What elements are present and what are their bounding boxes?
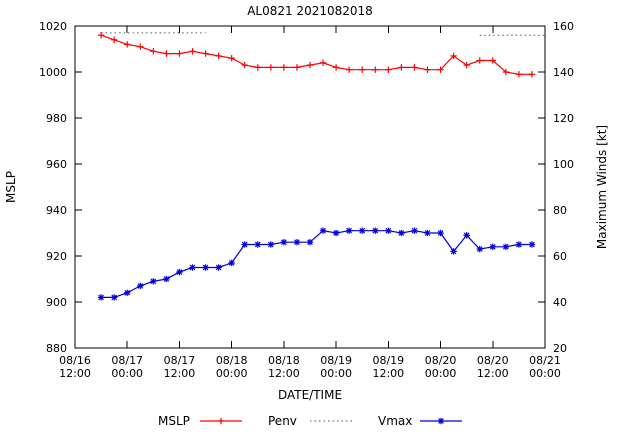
axes (74, 25, 546, 349)
x-tick-label-time: 00:00 (529, 367, 561, 380)
x-tick-label-time: 12:00 (59, 367, 91, 380)
x-tick-label-time: 12:00 (164, 367, 196, 380)
series-mslp (97, 32, 536, 78)
y-left-tick-label: 960 (46, 158, 67, 171)
x-tick-label-date: 08/20 (477, 354, 509, 367)
y-left-tick-label: 980 (46, 112, 67, 125)
x-tick-label-date: 08/19 (372, 354, 404, 367)
series-vmax (97, 227, 536, 301)
y-left-tick-label: 920 (46, 250, 67, 263)
y-right-tick-label: 100 (553, 158, 574, 171)
y-left-tick-label: 1000 (39, 66, 67, 79)
y-left-tick-label: 880 (46, 342, 67, 355)
x-tick-label-date: 08/21 (529, 354, 561, 367)
legend-sample-mslp (200, 417, 242, 425)
y-left-tick-label: 1020 (39, 20, 67, 33)
y-right-tick-label: 80 (553, 204, 567, 217)
y-axis-label-left: MSLP (4, 171, 18, 203)
y-right-tick-label: 140 (553, 66, 574, 79)
y-right-tick-label: 20 (553, 342, 567, 355)
x-tick-label-date: 08/17 (164, 354, 196, 367)
x-tick-label-date: 08/18 (216, 354, 248, 367)
chart-title: AL0821 2021082018 (247, 4, 373, 18)
legend: MSLP Penv Vmax (158, 414, 462, 428)
x-tick-label-date: 08/20 (425, 354, 457, 367)
series-penv (101, 32, 545, 36)
x-tick-label-date: 08/19 (320, 354, 352, 367)
x-tick-label-date: 08/17 (111, 354, 143, 367)
x-axis-label: DATE/TIME (278, 388, 342, 402)
y-right-tick-label: 120 (553, 112, 574, 125)
legend-label-vmax: Vmax (378, 414, 412, 428)
y-axis-label-right: Maximum Winds [kt] (595, 125, 609, 249)
y-left-tick-label: 940 (46, 204, 67, 217)
x-tick-label-time: 12:00 (268, 367, 300, 380)
legend-sample-vmax (420, 417, 462, 425)
x-tick-label-time: 00:00 (216, 367, 248, 380)
y-right-tick-label: 160 (553, 20, 574, 33)
legend-label-mslp: MSLP (158, 414, 190, 428)
x-tick-label-time: 00:00 (425, 367, 457, 380)
x-tick-label-time: 00:00 (320, 367, 352, 380)
x-tick-label-date: 08/16 (59, 354, 91, 367)
y-left-tick-label: 900 (46, 296, 67, 309)
y-right-tick-label: 60 (553, 250, 567, 263)
legend-label-penv: Penv (268, 414, 297, 428)
y-right-tick-label: 40 (553, 296, 567, 309)
x-tick-label-time: 12:00 (372, 367, 404, 380)
x-tick-label-time: 12:00 (477, 367, 509, 380)
x-tick-label-date: 08/18 (268, 354, 300, 367)
x-tick-label-time: 00:00 (111, 367, 143, 380)
